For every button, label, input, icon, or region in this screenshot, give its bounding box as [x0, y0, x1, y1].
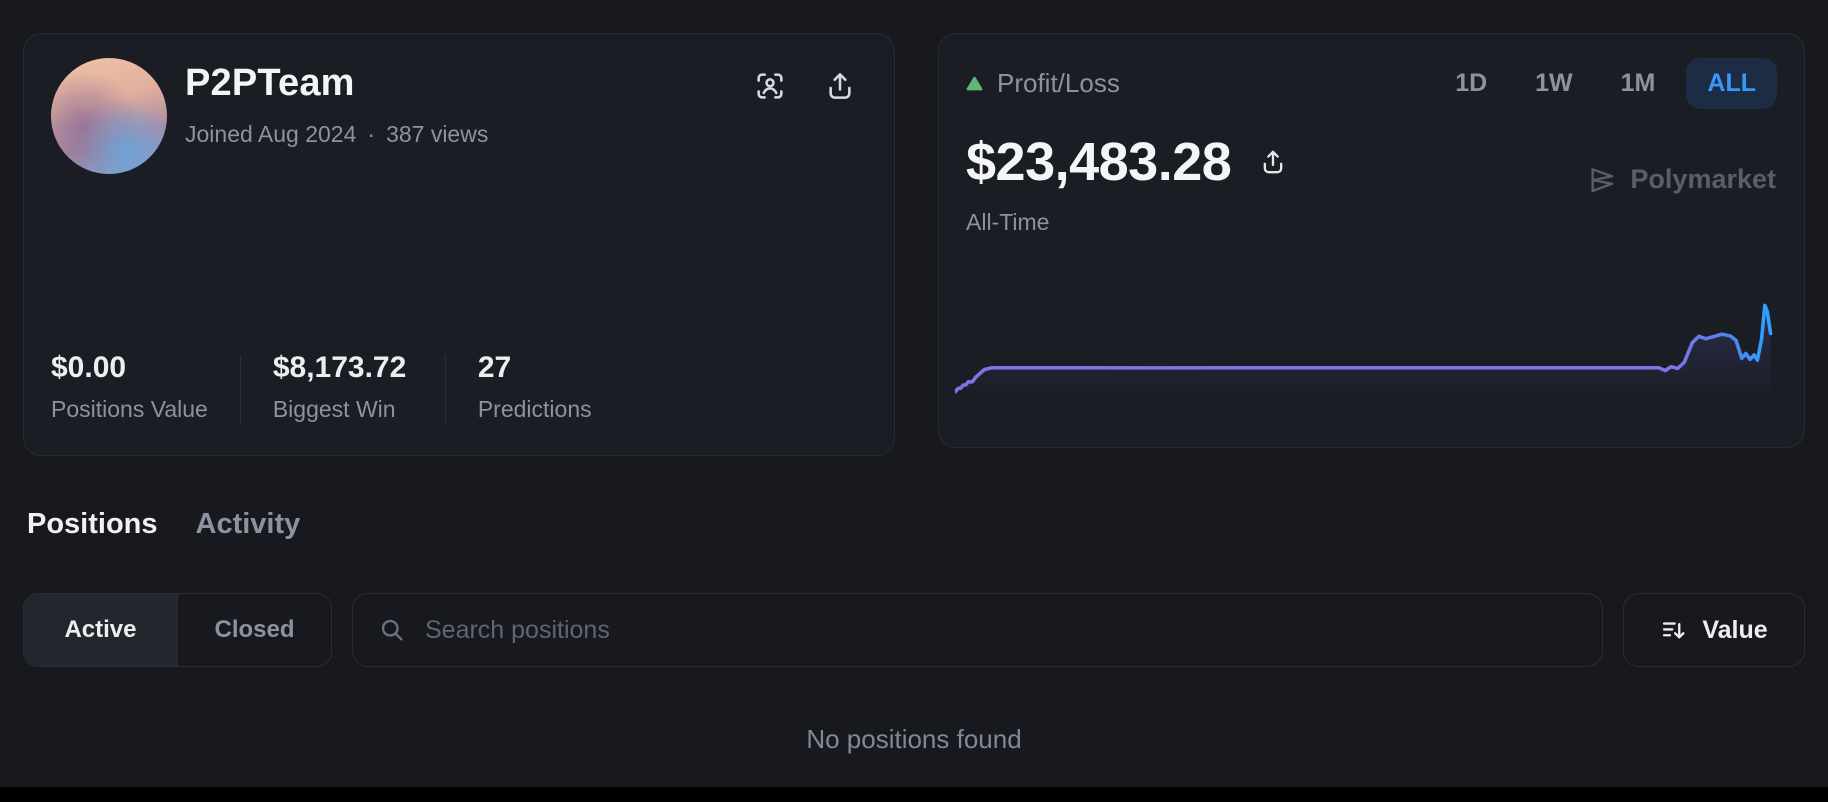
search-icon: [381, 619, 403, 641]
top-cards: P2PTeam Joined Aug 2024 · 387 views: [23, 33, 1805, 456]
stat-label: Biggest Win: [272, 396, 396, 422]
pnl-value-row: $23,483.28: [966, 131, 1777, 193]
up-triangle-icon: [966, 76, 983, 91]
divider: [444, 355, 446, 423]
sort-descending-icon: [1663, 622, 1685, 639]
profile-card: P2PTeam Joined Aug 2024 · 387 views: [23, 33, 895, 456]
polymarket-logo-icon: [1591, 167, 1614, 192]
bottom-bar: [0, 787, 1828, 802]
status-toggle: Active Closed: [23, 593, 332, 667]
views-count: 387 views: [386, 121, 489, 147]
scan-person-icon: [757, 73, 783, 99]
empty-state: No positions found: [806, 724, 1022, 754]
tab-positions[interactable]: Positions: [27, 508, 158, 540]
share-pnl-button[interactable]: [1259, 148, 1287, 176]
avatar: [51, 58, 167, 174]
pnl-period-label: All-Time: [966, 209, 1050, 235]
profile-actions: [754, 70, 856, 102]
sort-button-label: Value: [1702, 615, 1768, 644]
search-input[interactable]: [425, 615, 1577, 645]
stat-value: $0.00: [51, 351, 127, 384]
stat-value: 27: [477, 351, 512, 384]
scan-profile-button[interactable]: [754, 70, 786, 102]
pnl-chart[interactable]: [955, 299, 1778, 401]
tabs: Positions Activity: [27, 508, 300, 541]
filter-active-button[interactable]: Active: [24, 594, 177, 666]
dot-separator: ·: [367, 121, 376, 147]
range-1m-button[interactable]: 1M: [1604, 58, 1673, 109]
filter-closed-button[interactable]: Closed: [177, 594, 331, 666]
profile-header: P2PTeam Joined Aug 2024 · 387 views: [51, 58, 870, 174]
joined-date: Joined Aug 2024: [185, 121, 357, 147]
pnl-header: Profit/Loss 1D 1W 1M ALL: [966, 58, 1777, 109]
divider: [239, 355, 241, 423]
share-icon: [829, 73, 851, 99]
profile-info: P2PTeam Joined Aug 2024 · 387 views: [185, 58, 488, 148]
pnl-value: $23,483.28: [966, 132, 1232, 192]
share-profile-button[interactable]: [824, 70, 856, 102]
stat-label: Predictions: [477, 396, 592, 422]
pnl-title: Profit/Loss: [997, 68, 1120, 98]
tab-activity[interactable]: Activity: [195, 508, 301, 540]
share-icon: [1263, 150, 1283, 174]
profile-name: P2PTeam: [185, 62, 355, 104]
stat-value: $8,173.72: [272, 351, 407, 384]
sort-button[interactable]: Value: [1623, 593, 1805, 667]
stat-predictions: 27 Predictions: [478, 351, 618, 423]
time-range-selector: 1D 1W 1M ALL: [1438, 58, 1777, 109]
positions-filter-row: Active Closed Value: [23, 593, 1805, 667]
profile-meta: Joined Aug 2024 · 387 views: [185, 121, 488, 148]
polymarket-brand: Polymarket: [1587, 164, 1776, 195]
stat-positions-value: $0.00 Positions Value: [51, 351, 208, 423]
stat-biggest-win: $8,173.72 Biggest Win: [273, 351, 413, 423]
range-1w-button[interactable]: 1W: [1518, 58, 1590, 109]
profile-stats: $0.00 Positions Value $8,173.72 Biggest …: [51, 351, 870, 423]
range-all-button[interactable]: ALL: [1686, 58, 1777, 109]
search-box[interactable]: [352, 593, 1603, 667]
stat-label: Positions Value: [51, 396, 208, 422]
range-1d-button[interactable]: 1D: [1438, 58, 1504, 109]
pnl-card: Profit/Loss 1D 1W 1M ALL $23,483.28: [938, 33, 1805, 448]
polymarket-brand-label: Polymarket: [1630, 164, 1776, 194]
